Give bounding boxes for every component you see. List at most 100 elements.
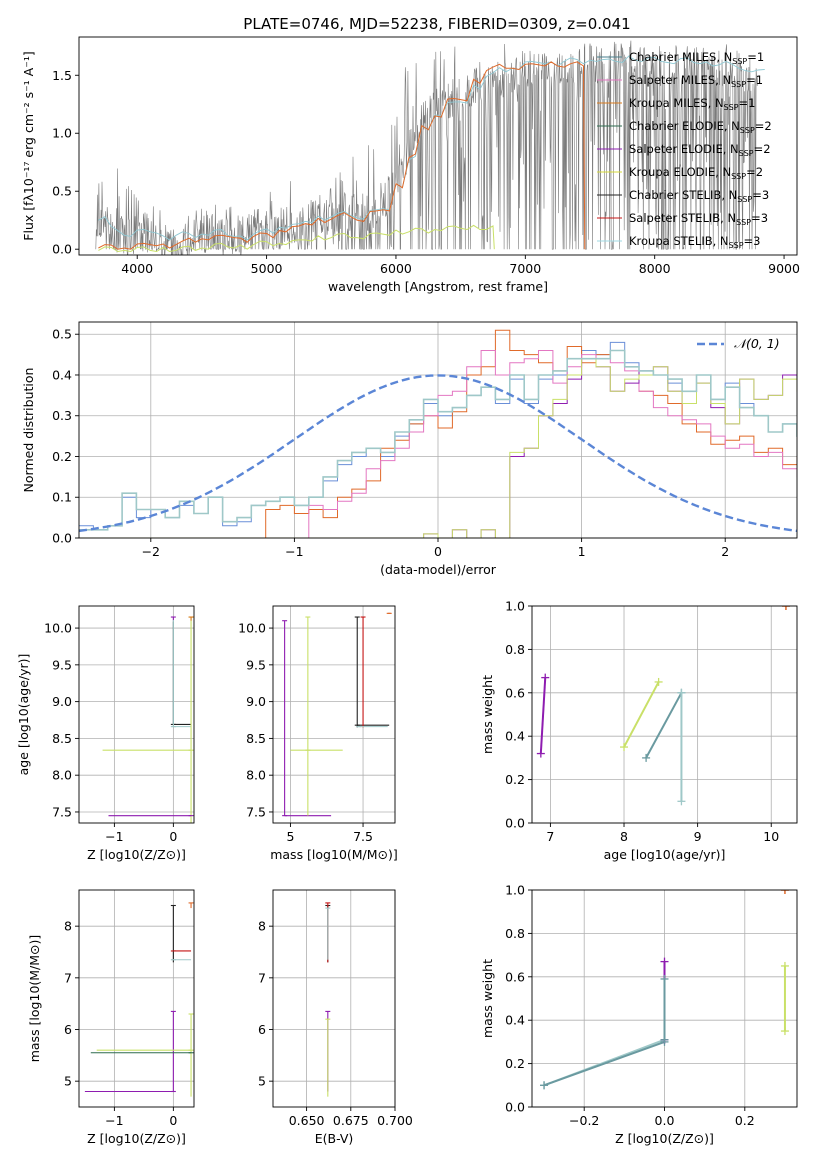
x-tick-label: −1 bbox=[285, 544, 303, 559]
y-axis-label: mass weight bbox=[480, 959, 495, 1038]
plot-area bbox=[325, 902, 331, 1097]
x-axis-label: wavelength [Angstrom, rest frame] bbox=[328, 279, 548, 294]
x-tick-label: 9000 bbox=[768, 261, 800, 276]
y-tick-label: 7 bbox=[64, 970, 72, 985]
x-tick-label: 0 bbox=[169, 829, 177, 844]
legend-label: Chabrier MILES, NSSP=1 bbox=[629, 50, 764, 66]
y-tick-label: 0.3 bbox=[52, 408, 72, 423]
x-axis-label: mass [log10(M/M⊙)] bbox=[270, 847, 398, 862]
x-tick-label: −1 bbox=[105, 1113, 123, 1128]
x-axis-label: Z [log10(Z/Z⊙)] bbox=[87, 847, 186, 862]
legend-label: Chabrier STELIB, NSSP=3 bbox=[629, 188, 769, 204]
plot-area bbox=[84, 902, 194, 1097]
x-tick-label: 0 bbox=[434, 544, 442, 559]
x-tick-label: 0.2 bbox=[735, 1113, 755, 1128]
y-tick-label: 8.0 bbox=[52, 768, 72, 783]
normal-curve-line bbox=[79, 374, 797, 533]
y-tick-label: 8 bbox=[64, 919, 72, 934]
panel-residuals: 𝒩(0, 1) −2 −1 0 1 2 0.0 0.1 0.2 0.3 0.4 0.5 (data-mo… bbox=[21, 321, 798, 577]
histogram-line bbox=[79, 358, 797, 538]
y-tick-label: 1.0 bbox=[505, 883, 525, 898]
x-axis-label: Z [log10(Z/Z⊙)] bbox=[615, 1131, 714, 1146]
segment-line bbox=[623, 681, 660, 748]
panel-spectrum: Chabrier MILES, NSSP=1 Salpeter MILES, NS… bbox=[21, 36, 800, 294]
y-tick-label: 0.0 bbox=[505, 816, 525, 831]
y-axis-label: age [log10(age/yr)] bbox=[16, 654, 31, 776]
y-tick-label: 6 bbox=[64, 1022, 72, 1037]
y-tick-label: 0.0 bbox=[52, 531, 72, 546]
y-tick-label: 0.2 bbox=[505, 1056, 525, 1071]
x-axis-label: (data-model)/error bbox=[380, 562, 497, 577]
panel-mass-vs-Z: −1 0 5 6 7 8 Z [log10(Z/Z⊙)] mass [log10(M/M⊙)] bbox=[27, 889, 195, 1146]
x-tick-label: 0.650 bbox=[289, 1113, 325, 1128]
legend-label: 𝒩(0, 1) bbox=[734, 336, 780, 351]
y-tick-label: 0.4 bbox=[505, 729, 525, 744]
y-tick-label: 7 bbox=[258, 970, 266, 985]
legend-label: Kroupa ELODIE, NSSP=2 bbox=[629, 165, 763, 181]
legend-label: Salpeter MILES, NSSP=1 bbox=[629, 73, 763, 89]
legend-label: Kroupa STELIB, NSSP=3 bbox=[629, 234, 760, 250]
y-tick-label: 0.2 bbox=[505, 772, 525, 787]
x-tick-label: 6000 bbox=[380, 261, 412, 276]
axes-frame bbox=[272, 889, 396, 1108]
x-tick-label: 0 bbox=[169, 1113, 177, 1128]
y-tick-label: 7.5 bbox=[246, 804, 266, 819]
legend-label: Salpeter STELIB, NSSP=3 bbox=[629, 211, 768, 227]
y-tick-label: 8 bbox=[258, 919, 266, 934]
x-axis-label: age [log10(age/yr)] bbox=[604, 847, 726, 862]
x-tick-label: −0.2 bbox=[569, 1113, 599, 1128]
y-tick-label: 0.6 bbox=[505, 685, 525, 700]
x-tick-label: −2 bbox=[142, 544, 160, 559]
y-axis-label: mass weight bbox=[480, 675, 495, 754]
y-tick-label: 0.4 bbox=[505, 1013, 525, 1028]
y-tick-label: 0.0 bbox=[52, 242, 72, 257]
y-tick-label: 9.5 bbox=[52, 657, 72, 672]
y-axis-label: Flux [fλ10⁻¹⁷ erg cm⁻² s⁻¹ A⁻¹] bbox=[21, 51, 36, 240]
model-elodie-line bbox=[98, 224, 495, 253]
y-tick-label: 8.0 bbox=[246, 768, 266, 783]
x-tick-label: 8000 bbox=[639, 261, 671, 276]
x-tick-label: 1 bbox=[578, 544, 586, 559]
segment-line bbox=[645, 692, 683, 759]
figure-title: PLATE=0746, MJD=52238, FIBERID=0309, z=0… bbox=[243, 15, 630, 33]
y-tick-label: 9.0 bbox=[52, 694, 72, 709]
y-tick-label: 8.5 bbox=[246, 731, 266, 746]
x-tick-label: 4000 bbox=[121, 261, 153, 276]
x-axis-label: Z [log10(Z/Z⊙)] bbox=[87, 1131, 186, 1146]
y-tick-label: 10.0 bbox=[238, 621, 266, 636]
x-tick-label: 8 bbox=[620, 829, 628, 844]
axes-frame bbox=[78, 605, 195, 824]
axes-frame bbox=[78, 36, 798, 256]
histogram-line bbox=[79, 349, 797, 531]
axes-frame bbox=[272, 605, 396, 824]
y-tick-label: 5 bbox=[64, 1074, 72, 1089]
legend-label: Salpeter ELODIE, NSSP=2 bbox=[629, 142, 771, 158]
plots: Chabrier MILES, NSSP=1 Salpeter MILES, NS… bbox=[16, 36, 800, 1146]
y-tick-label: 0.8 bbox=[505, 926, 525, 941]
x-tick-label: 0.700 bbox=[377, 1113, 413, 1128]
plot-area bbox=[536, 606, 790, 806]
legend: 𝒩(0, 1) bbox=[697, 336, 780, 351]
x-axis-label: E(B-V) bbox=[315, 1131, 354, 1146]
y-tick-label: 0.5 bbox=[52, 327, 72, 342]
panel-age-vs-Z: −1 0 7.5 8.0 8.5 9.0 9.5 10.0 Z [log10(Z/Z⊙)] age… bbox=[16, 605, 195, 862]
segment-line bbox=[543, 1040, 665, 1087]
x-tick-label: 5 bbox=[286, 829, 294, 844]
legend-label: Kroupa MILES, NSSP=1 bbox=[629, 96, 755, 112]
plot-area bbox=[102, 616, 194, 823]
plot-area bbox=[79, 329, 797, 538]
x-tick-label: 9 bbox=[694, 829, 702, 844]
model-miles-line bbox=[98, 61, 586, 250]
panel-weight-vs-age: 7 8 9 10 0.0 0.2 0.4 0.6 0.8 1.0 age [log10(age/yr… bbox=[480, 599, 798, 862]
y-tick-label: 5 bbox=[258, 1074, 266, 1089]
x-tick-label: 7000 bbox=[509, 261, 541, 276]
y-tick-label: 1.0 bbox=[52, 126, 72, 141]
x-tick-label: 0.675 bbox=[333, 1113, 369, 1128]
y-tick-label: 10.0 bbox=[44, 621, 72, 636]
y-tick-label: 0.6 bbox=[505, 969, 525, 984]
x-tick-label: 7 bbox=[546, 829, 554, 844]
observed-spectrum-line bbox=[95, 40, 759, 255]
y-tick-label: 0.2 bbox=[52, 449, 72, 464]
plot-area bbox=[540, 890, 789, 1090]
